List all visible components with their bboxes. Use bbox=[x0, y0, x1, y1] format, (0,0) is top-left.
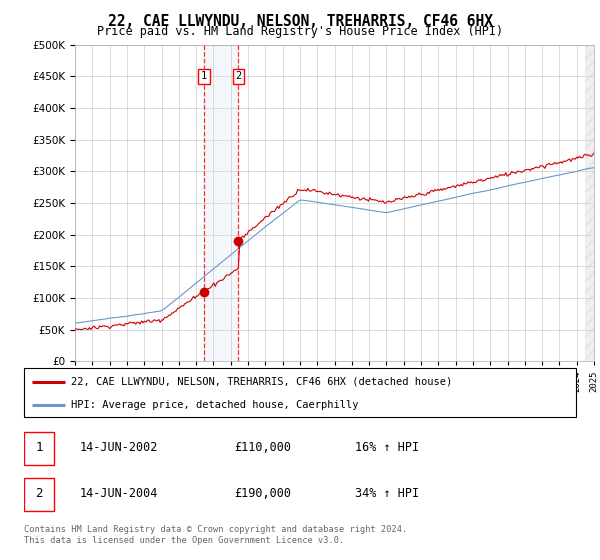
Text: 2: 2 bbox=[235, 72, 242, 81]
Text: Price paid vs. HM Land Registry's House Price Index (HPI): Price paid vs. HM Land Registry's House … bbox=[97, 25, 503, 38]
Text: 22, CAE LLWYNDU, NELSON, TREHARRIS, CF46 6HX (detached house): 22, CAE LLWYNDU, NELSON, TREHARRIS, CF46… bbox=[71, 377, 452, 387]
Text: 1: 1 bbox=[201, 72, 207, 81]
Text: 16% ↑ HPI: 16% ↑ HPI bbox=[355, 441, 419, 454]
Text: 2: 2 bbox=[35, 487, 43, 500]
FancyBboxPatch shape bbox=[24, 368, 576, 417]
FancyBboxPatch shape bbox=[24, 432, 55, 465]
Text: HPI: Average price, detached house, Caerphilly: HPI: Average price, detached house, Caer… bbox=[71, 400, 358, 410]
Bar bbox=[586, 45, 594, 361]
Text: £110,000: £110,000 bbox=[234, 441, 291, 454]
Text: Contains HM Land Registry data © Crown copyright and database right 2024.
This d: Contains HM Land Registry data © Crown c… bbox=[24, 525, 407, 545]
Bar bbox=[204, 45, 238, 361]
Text: 1: 1 bbox=[35, 441, 43, 454]
Text: £190,000: £190,000 bbox=[234, 487, 291, 500]
Text: 34% ↑ HPI: 34% ↑ HPI bbox=[355, 487, 419, 500]
Text: 22, CAE LLWYNDU, NELSON, TREHARRIS, CF46 6HX: 22, CAE LLWYNDU, NELSON, TREHARRIS, CF46… bbox=[107, 14, 493, 29]
FancyBboxPatch shape bbox=[24, 478, 55, 511]
Text: 14-JUN-2002: 14-JUN-2002 bbox=[79, 441, 158, 454]
Text: 14-JUN-2004: 14-JUN-2004 bbox=[79, 487, 158, 500]
